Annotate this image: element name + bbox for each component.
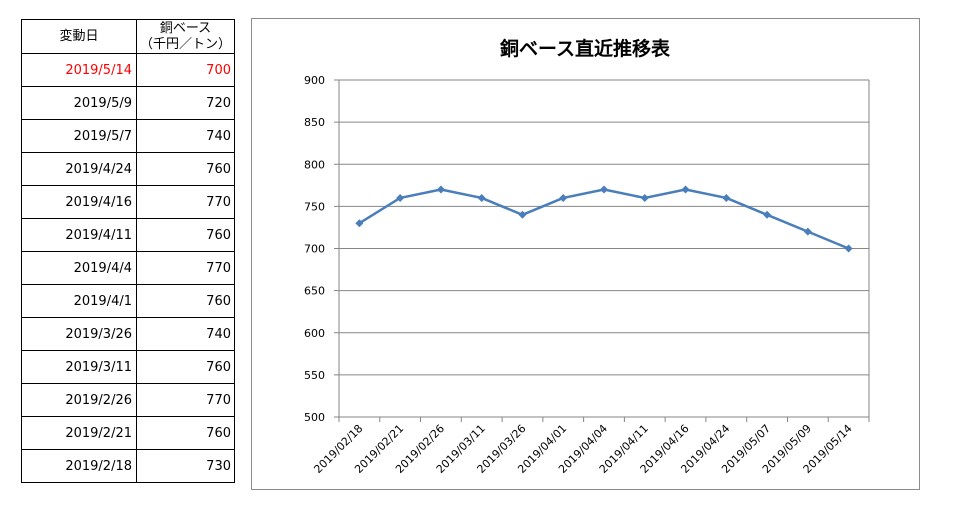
table-row: 2019/4/1 760 [21, 284, 235, 318]
header-date: 変動日 [21, 19, 137, 54]
y-tick-label: 600 [304, 327, 325, 340]
data-point [436, 185, 445, 194]
row-date: 2019/5/7 [21, 119, 137, 153]
y-tick-label: 550 [304, 369, 325, 382]
row-price: 760 [136, 350, 235, 384]
row-date: 2019/2/21 [21, 416, 137, 450]
data-point [355, 219, 364, 228]
header-price-line2: （千円／トン） [139, 36, 231, 52]
row-price: 760 [136, 218, 235, 252]
series-line [358, 188, 850, 250]
row-price: 740 [136, 317, 235, 351]
data-point [600, 185, 608, 194]
data-point [396, 193, 405, 202]
row-price: 770 [136, 185, 235, 219]
table-row: 2019/4/4 770 [21, 251, 235, 285]
data-point [640, 193, 649, 202]
row-price: 740 [136, 119, 235, 153]
table-row: 2019/4/11 760 [21, 218, 235, 252]
row-price: 700 [136, 53, 235, 87]
row-date: 2019/2/18 [21, 449, 137, 483]
table-row: 2019/5/7 740 [21, 119, 235, 153]
data-point [763, 210, 772, 219]
header-price: 銅ベース （千円／トン） [136, 19, 235, 54]
y-tick-label: 500 [304, 411, 325, 424]
row-price: 770 [136, 383, 235, 417]
y-tick-label: 750 [304, 200, 325, 213]
row-price: 730 [136, 449, 235, 483]
row-date: 2019/4/4 [21, 251, 137, 285]
table-row: 2019/2/21 760 [21, 416, 235, 450]
copper-price-table: 変動日 銅ベース （千円／トン） 2019/5/14 700 2019/5/9 720… [21, 19, 235, 483]
data-point [518, 210, 527, 219]
chart-area: 銅ベース直近推移表 500 550 600 650 700 750 800 850 900 2019… [251, 18, 920, 490]
row-date: 2019/5/9 [21, 86, 137, 120]
header-price-line1: 銅ベース [159, 20, 212, 36]
row-price: 760 [136, 284, 235, 318]
table-body: 2019/5/14 700 2019/5/9 720 2019/5/7 740 2019/4… [21, 53, 235, 483]
data-point [844, 244, 853, 253]
row-date: 2019/5/14 [21, 53, 137, 87]
row-price: 770 [136, 251, 235, 285]
y-tick-label: 850 [304, 116, 325, 129]
row-date: 2019/4/1 [21, 284, 137, 318]
y-tick-label: 900 [304, 74, 325, 87]
line-chart: 銅ベース直近推移表5005506006507007508008509002019… [304, 37, 870, 476]
data-point [803, 227, 812, 236]
row-date: 2019/3/11 [21, 350, 137, 384]
row-date: 2019/2/26 [21, 383, 137, 417]
row-date: 2019/4/16 [21, 185, 137, 219]
row-date: 2019/4/24 [21, 152, 137, 186]
table-row: 2019/5/14 700 [21, 53, 235, 87]
chart-title: 銅ベース直近推移表 [500, 37, 671, 60]
row-price: 720 [136, 86, 235, 120]
table-header-row: 変動日 銅ベース （千円／トン） [21, 19, 235, 54]
data-point [477, 193, 486, 202]
table-row: 2019/3/11 760 [21, 350, 235, 384]
y-tick-label: 650 [304, 285, 325, 298]
data-point [681, 185, 690, 194]
table-row: 2019/4/24 760 [21, 152, 235, 186]
table-row: 2019/2/18 730 [21, 449, 235, 483]
table-row: 2019/4/16 770 [21, 185, 235, 219]
data-point [559, 193, 568, 202]
data-point [722, 193, 731, 202]
table-row: 2019/5/9 720 [21, 86, 235, 120]
row-date: 2019/4/11 [21, 218, 137, 252]
row-price: 760 [136, 152, 235, 186]
table-row: 2019/2/26 770 [21, 383, 235, 417]
table-row: 2019/3/26 740 [21, 317, 235, 351]
row-price: 760 [136, 416, 235, 450]
row-date: 2019/3/26 [21, 317, 137, 351]
y-tick-label: 800 [304, 158, 325, 171]
y-tick-label: 700 [304, 243, 325, 256]
